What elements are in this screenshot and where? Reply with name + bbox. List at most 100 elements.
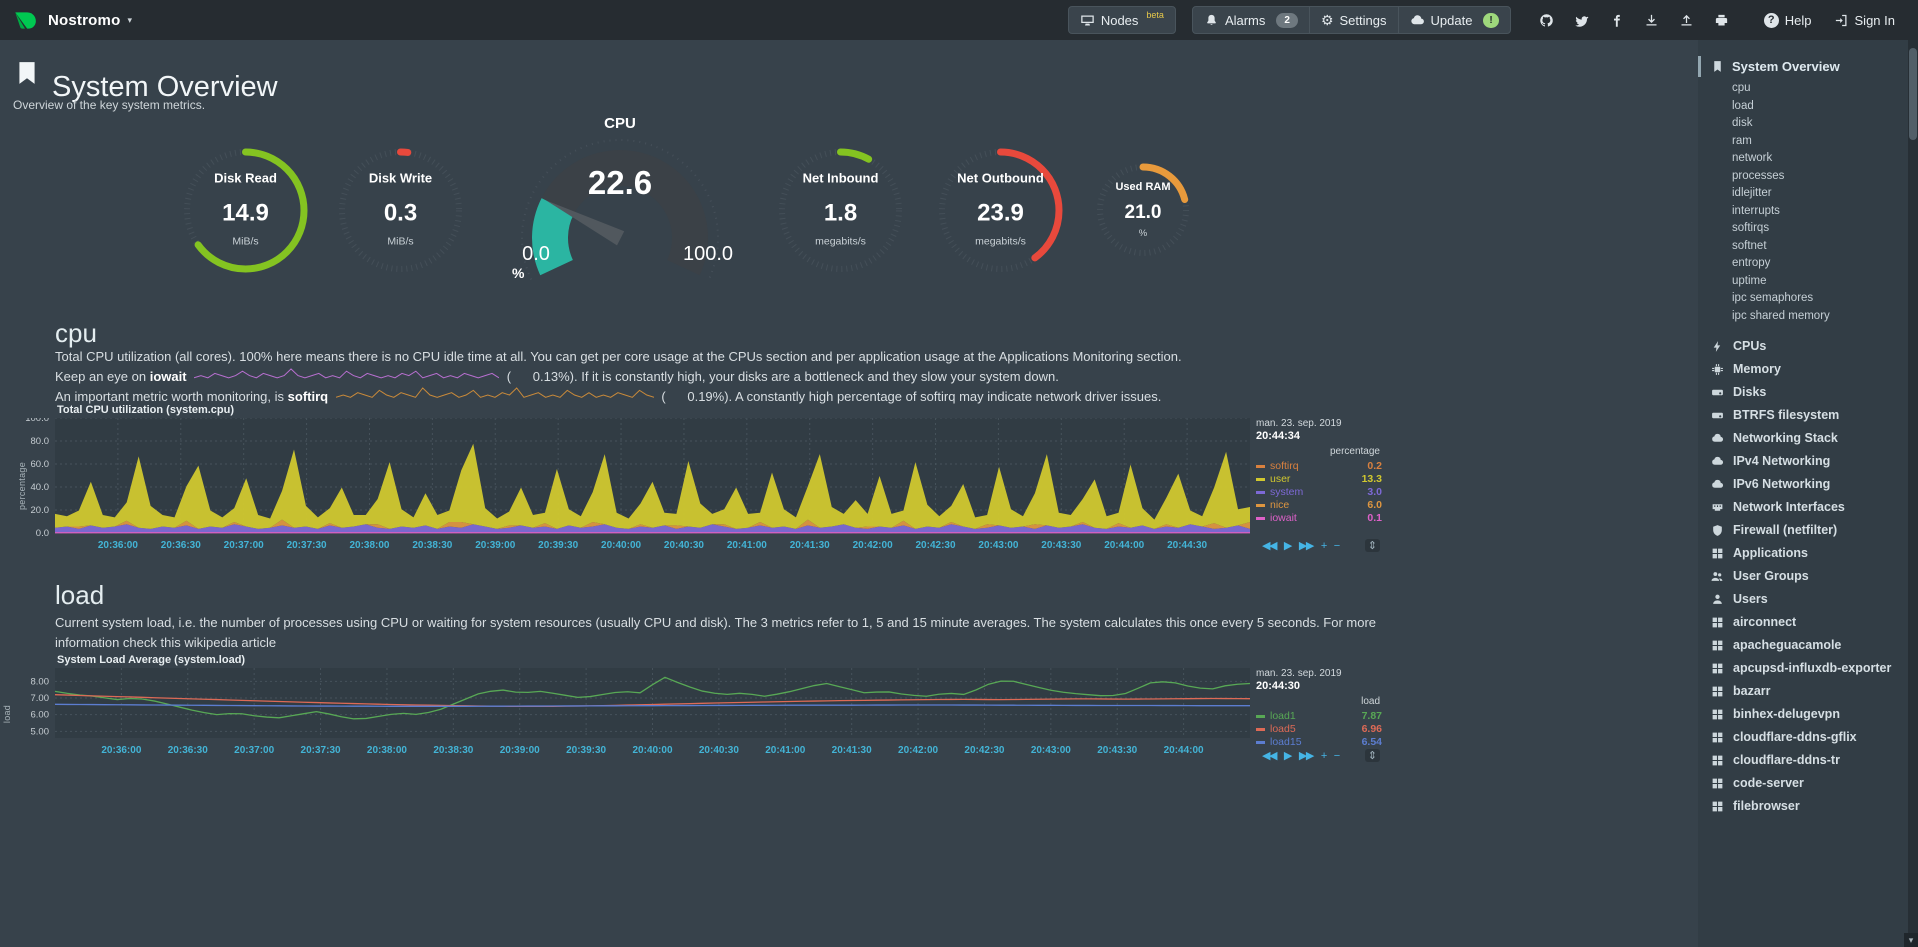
twitter-button[interactable] bbox=[1564, 6, 1599, 34]
settings-button[interactable]: ⚙ Settings bbox=[1310, 7, 1399, 33]
help-button[interactable]: ? Help bbox=[1753, 6, 1823, 34]
sidebar-sub-idlejitter[interactable]: idlejitter bbox=[1732, 187, 1772, 199]
svg-text:20:37:30: 20:37:30 bbox=[301, 745, 341, 756]
sidebar-sub-softirqs[interactable]: softirqs bbox=[1732, 222, 1770, 234]
legend-system[interactable]: system 3.0 bbox=[1256, 486, 1382, 498]
sidebar-sub-processes[interactable]: processes bbox=[1732, 169, 1785, 182]
sidebar-scrollbar-thumb[interactable] bbox=[1909, 48, 1917, 140]
chart-resize-handle[interactable]: ⇕ bbox=[1364, 749, 1380, 762]
sidebar-item-label: filebrowser bbox=[1733, 799, 1800, 813]
gauge-net-outbound[interactable]: Net Outbound 23.9 megabits/s bbox=[933, 143, 1068, 283]
chart-toolbar: ◀◀ ▶ ▶▶ + − ⇕ bbox=[1262, 539, 1380, 552]
sidebar-item-binhex-delugevpn[interactable]: binhex-delugevpn bbox=[1698, 703, 1908, 726]
chart-forward-button[interactable]: ▶▶ bbox=[1298, 540, 1314, 552]
facebook-icon bbox=[1613, 14, 1620, 27]
svg-text:20:41:30: 20:41:30 bbox=[832, 745, 872, 756]
sidebar-item-code-server[interactable]: code-server bbox=[1698, 772, 1908, 795]
sidebar-item-filebrowser[interactable]: filebrowser bbox=[1698, 795, 1908, 818]
legend-load1[interactable]: load1 7.87 bbox=[1256, 710, 1382, 722]
sidebar-sub-softnet[interactable]: softnet bbox=[1732, 239, 1767, 252]
netdata-logo[interactable] bbox=[12, 7, 38, 33]
sidebar-item-ipv4-networking[interactable]: IPv4 Networking bbox=[1698, 450, 1908, 473]
sidebar-item-network-interfaces[interactable]: Network Interfaces bbox=[1698, 496, 1908, 519]
svg-text:20:40:00: 20:40:00 bbox=[601, 540, 641, 551]
upload-icon bbox=[1681, 14, 1692, 25]
sidebar-sub-entropy[interactable]: entropy bbox=[1732, 257, 1771, 269]
gauge-net-inbound[interactable]: Net Inbound 1.8 megabits/s bbox=[773, 143, 908, 283]
cpu-chart[interactable]: 100.0 80.0 60.0 40.0 20.0 0.0 20:36:00 20:36:30… bbox=[0, 413, 1256, 562]
svg-text:20:41:00: 20:41:00 bbox=[727, 540, 767, 551]
svg-text:20:39:30: 20:39:30 bbox=[566, 745, 606, 756]
sidebar-item-ipv6-networking[interactable]: IPv6 Networking bbox=[1698, 473, 1908, 496]
chart-forward-button[interactable]: ▶▶ bbox=[1298, 750, 1314, 762]
gauge-disk-write[interactable]: Disk Write 0.3 MiB/s bbox=[333, 143, 468, 283]
gauge-cpu[interactable]: CPU 22.6 0.0 100.0% bbox=[498, 112, 743, 289]
nodes-button[interactable]: Nodes beta bbox=[1067, 6, 1176, 34]
sidebar-item-apcupsd-influxdb-exporter[interactable]: apcupsd-influxdb-exporter bbox=[1698, 657, 1908, 680]
sidebar-sub-disk[interactable]: disk bbox=[1732, 117, 1753, 129]
sidebar-item-airconnect[interactable]: airconnect bbox=[1698, 611, 1908, 634]
legend-iowait[interactable]: iowait 0.1 bbox=[1256, 512, 1382, 524]
sidebar-item-users[interactable]: Users bbox=[1698, 588, 1908, 611]
legend-user[interactable]: user 13.3 bbox=[1256, 473, 1382, 485]
sidebar-item-applications[interactable]: Applications bbox=[1698, 542, 1908, 565]
sidebar-item-networking-stack[interactable]: Networking Stack bbox=[1698, 427, 1908, 450]
disk-write-gauge-svg: Disk Write 0.3 MiB/s bbox=[338, 148, 463, 273]
load-chart[interactable]: 8.00 7.00 6.00 5.00 20:36:00 20:36:30 20:37:00… bbox=[0, 668, 1256, 767]
chart-play-button[interactable]: ▶ bbox=[1283, 540, 1292, 552]
upload-button[interactable] bbox=[1669, 6, 1704, 34]
gauge-used-ram[interactable]: Used RAM 21.0% bbox=[1091, 158, 1195, 267]
node-dropdown-caret[interactable]: ▾ bbox=[127, 14, 132, 25]
svg-text:20:42:00: 20:42:00 bbox=[898, 745, 938, 756]
sidebar-item-cloudflare-ddns-gflix[interactable]: cloudflare-ddns-gflix bbox=[1698, 726, 1908, 749]
nodes-beta-badge: beta bbox=[1146, 10, 1164, 20]
sidebar-sub-load[interactable]: load bbox=[1732, 99, 1754, 112]
sidebar-item-btrfs-filesystem[interactable]: BTRFS filesystem bbox=[1698, 404, 1908, 427]
sidebar-item-cpus[interactable]: CPUs bbox=[1698, 335, 1908, 358]
legend-load5[interactable]: load5 6.96 bbox=[1256, 723, 1382, 735]
sidebar-sub-uptime[interactable]: uptime bbox=[1732, 274, 1767, 287]
sidebar-item-memory[interactable]: Memory bbox=[1698, 358, 1908, 381]
sidebar-sub-network[interactable]: network bbox=[1732, 152, 1773, 164]
chart-rewind-button[interactable]: ◀◀ bbox=[1262, 750, 1277, 762]
disk-read-unit: MiB/s bbox=[232, 236, 258, 248]
chart-zoom-out-button[interactable]: − bbox=[1333, 539, 1340, 552]
cpu-gauge-needle bbox=[546, 200, 625, 246]
sidebar-item-apacheguacamole[interactable]: apacheguacamole bbox=[1698, 634, 1908, 657]
legend-nice[interactable]: nice 6.0 bbox=[1256, 499, 1382, 511]
section-heading-load: load bbox=[55, 579, 105, 610]
update-button[interactable]: Update ! bbox=[1399, 7, 1510, 33]
sidebar-scrollbar[interactable] bbox=[1908, 40, 1918, 947]
sidebar-item-cloudflare-ddns-tr[interactable]: cloudflare-ddns-tr bbox=[1698, 749, 1908, 772]
legend-load15[interactable]: load15 6.54 bbox=[1256, 736, 1382, 748]
svg-text:20:43:30: 20:43:30 bbox=[1097, 745, 1137, 756]
print-button[interactable] bbox=[1704, 6, 1739, 34]
sidebar-item-disks[interactable]: Disks bbox=[1698, 381, 1908, 404]
sidebar-sub-interrupts[interactable]: interrupts bbox=[1732, 204, 1780, 217]
sidebar-item-system-overview[interactable]: System Overview bbox=[1698, 56, 1908, 77]
chart-resize-handle[interactable]: ⇕ bbox=[1364, 539, 1380, 552]
gauge-disk-read[interactable]: Disk Read 14.9 MiB/s bbox=[178, 143, 313, 283]
github-button[interactable] bbox=[1529, 6, 1564, 34]
sidebar-item-bazarr[interactable]: bazarr bbox=[1698, 680, 1908, 703]
chart-zoom-out-button[interactable]: − bbox=[1333, 749, 1340, 762]
facebook-button[interactable] bbox=[1599, 6, 1634, 34]
chart-zoom-in-button[interactable]: + bbox=[1320, 539, 1327, 552]
node-name[interactable]: Nostromo bbox=[48, 11, 121, 29]
sidebar-scroll-down-button[interactable]: ▾ bbox=[1904, 933, 1918, 947]
sidebar-sub-ipc-semaphores[interactable]: ipc semaphores bbox=[1732, 292, 1814, 304]
chart-rewind-button[interactable]: ◀◀ bbox=[1262, 540, 1277, 552]
download-button[interactable] bbox=[1634, 6, 1669, 34]
sidebar-sub-cpu[interactable]: cpu bbox=[1732, 82, 1751, 94]
sidebar-sub-ram[interactable]: ram bbox=[1732, 134, 1752, 147]
alarms-button[interactable]: Alarms 2 bbox=[1193, 7, 1310, 33]
legend-softirq[interactable]: softirq 0.2 bbox=[1256, 460, 1382, 472]
chart-zoom-in-button[interactable]: + bbox=[1320, 749, 1327, 762]
signin-button[interactable]: Sign In bbox=[1823, 6, 1906, 34]
alarms-count-badge: 2 bbox=[1276, 12, 1298, 28]
sidebar-item-firewall-netfilter[interactable]: Firewall (netfilter) bbox=[1698, 519, 1908, 542]
chart-play-button[interactable]: ▶ bbox=[1283, 750, 1292, 762]
sidebar-sub-ipc-shared-memory[interactable]: ipc shared memory bbox=[1732, 309, 1830, 322]
sidebar-item-user-groups[interactable]: User Groups bbox=[1698, 565, 1908, 588]
svg-text:40.0: 40.0 bbox=[31, 482, 50, 493]
